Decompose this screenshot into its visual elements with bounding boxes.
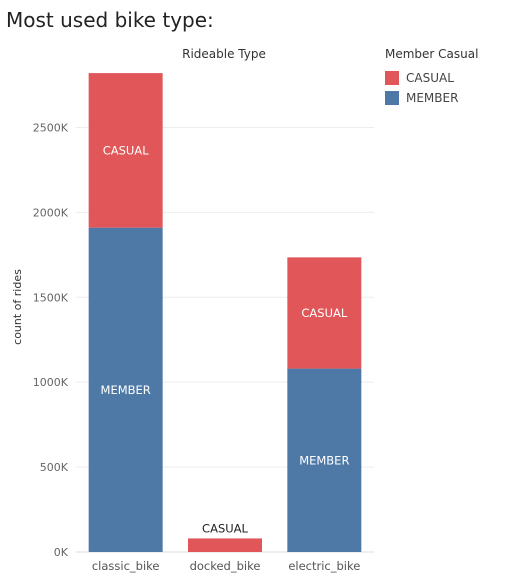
bar-segment-label: MEMBER: [299, 453, 349, 467]
bar-segment-casual[interactable]: [287, 257, 362, 369]
x-tick-label: electric_bike: [288, 559, 360, 573]
x-tick-label: docked_bike: [190, 559, 261, 573]
bar-segment-member[interactable]: [88, 227, 163, 553]
x-tick-label: classic_bike: [92, 559, 160, 573]
bars: MEMBER CASUAL CASUAL MEMBER CASUAL: [88, 73, 362, 553]
bar-segment-casual[interactable]: [88, 73, 163, 228]
legend-swatch-member: [385, 91, 399, 105]
bar-segment-label: CASUAL: [202, 521, 248, 535]
bar-segment-label: CASUAL: [103, 143, 149, 157]
legend-item-member[interactable]: MEMBER: [385, 88, 478, 108]
legend-swatch-casual: [385, 71, 399, 85]
header-label: Rideable Type: [182, 47, 266, 61]
y-tick-label: 2500K: [33, 121, 69, 134]
legend-title: Member Casual: [385, 47, 479, 61]
y-tick-label: 2000K: [33, 206, 69, 219]
y-tick-label: 1000K: [33, 376, 69, 389]
x-axis: classic_bike docked_bike electric_bike: [92, 559, 360, 573]
y-tick-label: 0K: [54, 546, 69, 559]
bar-segment-label: MEMBER: [101, 383, 151, 397]
legend: Member Casual CASUAL MEMBER: [385, 47, 478, 108]
bar-segment-member[interactable]: [287, 368, 362, 552]
legend-label-casual: CASUAL: [406, 71, 454, 85]
bar-segment-label: CASUAL: [301, 306, 347, 320]
y-tick-label: 1500K: [33, 291, 69, 304]
bar-segment-casual[interactable]: [188, 538, 262, 552]
y-axis: 0K 500K 1000K 1500K 2000K 2500K: [33, 121, 69, 559]
y-tick-label: 500K: [40, 461, 69, 474]
y-axis-title: count of rides: [11, 269, 24, 345]
chart-title: Most used bike type:: [6, 8, 214, 32]
legend-label-member: MEMBER: [406, 91, 459, 105]
legend-item-casual[interactable]: CASUAL: [385, 68, 478, 88]
